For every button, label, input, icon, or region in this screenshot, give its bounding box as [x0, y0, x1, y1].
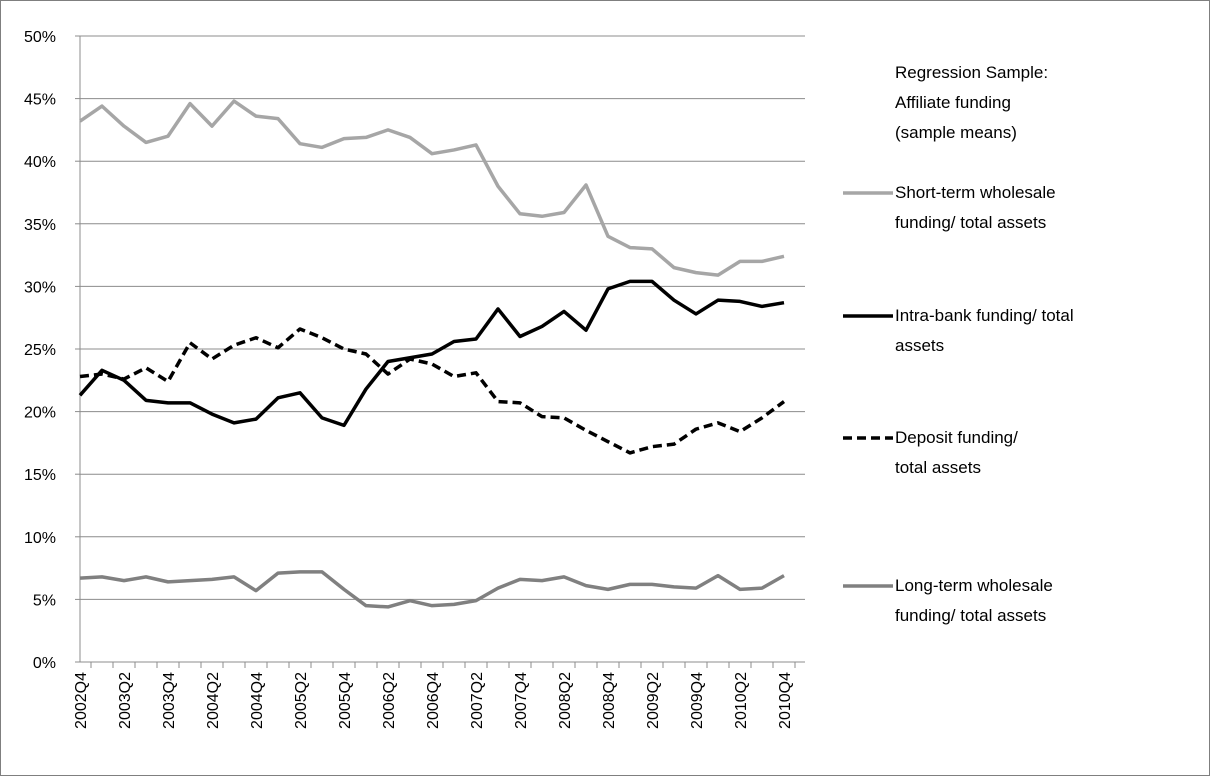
legend-label: Long-term wholesale funding/ total asset… — [895, 576, 1053, 625]
x-tick-label: 2003Q2 — [117, 672, 134, 729]
x-tick-label: 2010Q2 — [733, 672, 750, 729]
y-tick-label: 40% — [24, 154, 56, 171]
x-tick-label: 2009Q2 — [645, 672, 662, 729]
x-tick-label: 2005Q2 — [293, 672, 310, 729]
x-tick-label: 2008Q2 — [557, 672, 574, 729]
legend-label: Deposit funding/ total assets — [895, 428, 1018, 477]
y-tick-label: 50% — [24, 29, 56, 46]
legend-label: Short-term wholesale funding/ total asse… — [895, 183, 1056, 232]
x-tick-label: 2009Q4 — [689, 672, 706, 729]
series-line — [79, 570, 785, 609]
y-tick-label: 25% — [24, 342, 56, 359]
x-tick-label: 2007Q4 — [513, 672, 530, 729]
x-tick-label: 2010Q4 — [777, 672, 794, 729]
x-tick-label: 2004Q4 — [249, 672, 266, 729]
y-tick-label: 45% — [24, 92, 56, 109]
x-tick-label: 2008Q4 — [601, 672, 618, 729]
y-tick-label: 5% — [33, 592, 56, 609]
series-line — [79, 99, 785, 277]
y-tick-label: 30% — [24, 279, 56, 296]
x-tick-label: 2007Q2 — [469, 672, 486, 729]
legend-label: Intra-bank funding/ total assets — [895, 306, 1074, 355]
y-tick-label: 35% — [24, 217, 56, 234]
x-tick-label: 2006Q2 — [381, 672, 398, 729]
legend-title: Regression Sample: Affiliate funding (sa… — [895, 63, 1049, 142]
x-tick-label: 2006Q4 — [425, 672, 442, 729]
y-tick-label: 0% — [33, 655, 56, 672]
series-line — [78, 279, 785, 428]
x-tick-label: 2002Q4 — [73, 672, 90, 729]
y-tick-label: 10% — [24, 530, 56, 547]
x-tick-label: 2005Q4 — [337, 672, 354, 729]
x-tick-label: 2004Q2 — [205, 672, 222, 729]
x-tick-label: 2003Q4 — [161, 672, 178, 729]
y-tick-label: 20% — [24, 405, 56, 422]
y-tick-label: 15% — [24, 467, 56, 484]
